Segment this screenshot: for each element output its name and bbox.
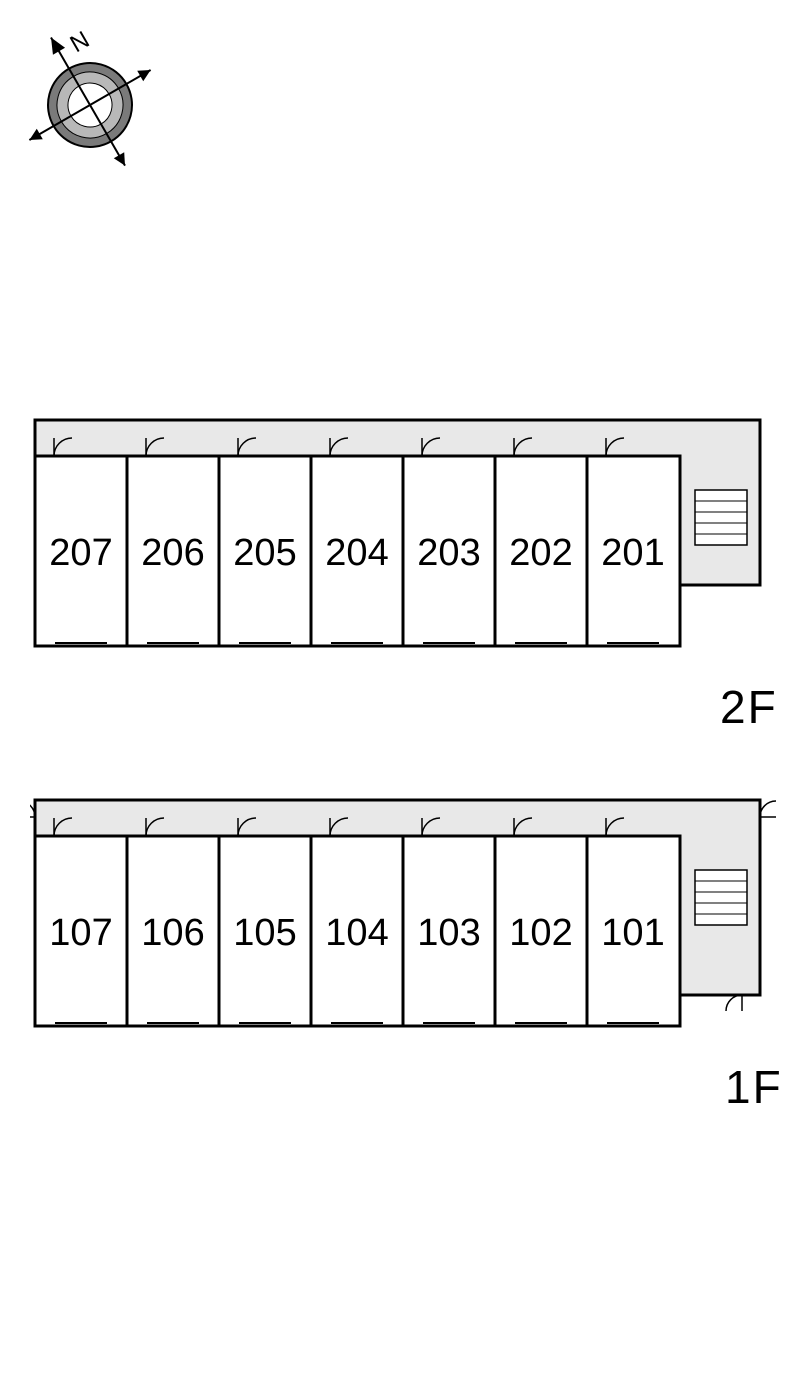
exterior-door-bottom-right-icon	[726, 995, 742, 1011]
compass-n-label: N	[66, 26, 95, 58]
exterior-door-top-right-icon	[760, 801, 776, 817]
floor-plan-1f: 107 106 105 104 103	[30, 795, 800, 1060]
unit-label: 102	[509, 912, 572, 954]
unit-label: 106	[141, 912, 204, 954]
unit-label: 207	[49, 532, 112, 574]
unit-label: 206	[141, 532, 204, 574]
stairs-icon	[695, 490, 747, 545]
floor-label-1f: 1F	[725, 1060, 783, 1114]
units-row-1f: 107 106 105 104 103	[35, 818, 680, 1026]
unit-label: 104	[325, 912, 388, 954]
unit-label: 201	[601, 532, 664, 574]
floor-plan-2f: 207 206 205 204 203	[30, 415, 790, 680]
floor-label-2f: 2F	[720, 680, 778, 734]
unit-label: 205	[233, 532, 296, 574]
stairs-icon	[695, 870, 747, 925]
compass-rose: N	[10, 10, 170, 185]
unit-label: 103	[417, 912, 480, 954]
units-row-2f: 207 206 205 204 203	[35, 438, 680, 646]
unit-label: 202	[509, 532, 572, 574]
unit-label: 203	[417, 532, 480, 574]
unit-label: 204	[325, 532, 388, 574]
unit-label: 101	[601, 912, 664, 954]
unit-label: 107	[49, 912, 112, 954]
unit-label: 105	[233, 912, 296, 954]
